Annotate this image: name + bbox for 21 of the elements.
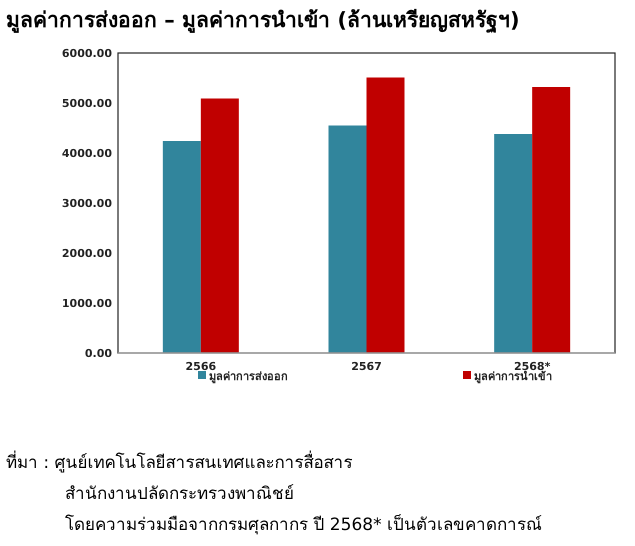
x-tick-label: 2567 — [351, 360, 382, 373]
y-tick-label: 1000.00 — [62, 297, 112, 310]
legend-label: มูลค่าการส่งออก — [209, 370, 288, 384]
bar — [328, 126, 366, 353]
text: โดยความร่วมมือจากกรมศุลกากร ปี 2568* เป็นตัวเลขคาดการณ์ — [65, 513, 542, 535]
y-tick-label: 6000.00 — [62, 47, 112, 60]
y-tick-label: 3000.00 — [62, 197, 112, 210]
bar — [494, 134, 532, 353]
x-tick-label: 2566 — [186, 360, 216, 373]
bar — [366, 78, 404, 353]
y-tick-label: 2000.00 — [62, 247, 112, 260]
y-tick-label: 4000.00 — [62, 147, 112, 160]
bar — [532, 87, 570, 353]
y-tick-label: 5000.00 — [62, 97, 112, 110]
legend-label: มูลค่าการนำเข้า — [474, 370, 552, 384]
text: สำนักงานปลัดกระทรวงพาณิชย์ — [65, 484, 294, 504]
bar — [200, 98, 239, 353]
bar — [162, 141, 201, 353]
y-tick-label: 0.00 — [84, 347, 112, 360]
text: ที่มา : ศูนย์เทคโนโลยีสารสนเทศและการสื่อสาร — [6, 450, 353, 473]
chart-title: มูลค่าการส่งออก – มูลค่าการนำเข้า (ล้านเหรียญสหรัฐฯ) — [6, 8, 520, 34]
